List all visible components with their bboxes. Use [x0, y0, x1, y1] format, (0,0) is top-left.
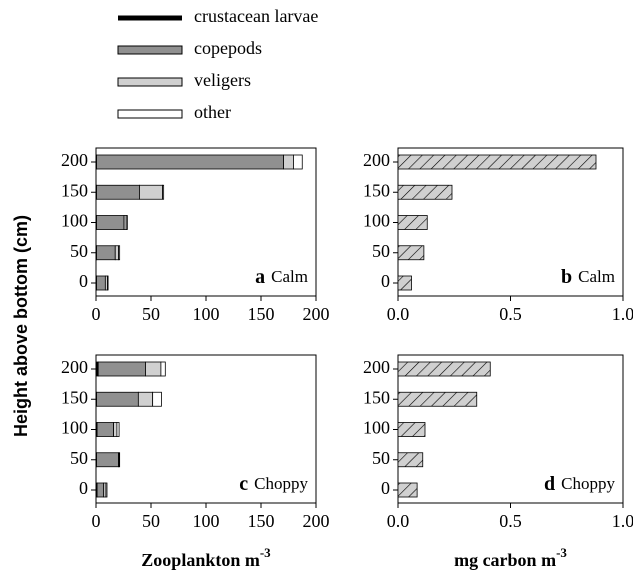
bar-segment: [145, 361, 162, 377]
bar-segment: [105, 482, 108, 498]
panel-condition: Calm: [578, 267, 615, 286]
bar-segment: [125, 215, 128, 230]
bar: [397, 215, 428, 230]
y-tick-label: 200: [61, 357, 88, 377]
y-tick-label: 200: [363, 357, 390, 377]
y-tick-label: 0: [79, 478, 88, 498]
bar-segment: [96, 245, 116, 261]
bar: [397, 452, 424, 468]
y-tick-label: 150: [61, 387, 88, 407]
bar-segment: [118, 452, 121, 468]
panel-letter: c: [239, 473, 248, 495]
x-tick-label: 1.0: [612, 304, 633, 324]
x-tick-label: 0: [92, 511, 101, 531]
y-tick-label: 100: [363, 418, 390, 438]
panel-label: a Calm: [255, 266, 308, 288]
y-tick-label: 150: [363, 387, 390, 407]
x-tick-label: 0.5: [499, 511, 522, 531]
y-tick-label: 50: [70, 241, 88, 261]
y-tick-label: 0: [381, 478, 390, 498]
x-axis-label-exponent: -3: [556, 545, 567, 560]
bar: [397, 422, 426, 437]
panel-label: c Choppy: [239, 473, 308, 495]
legend-swatch: [117, 77, 183, 87]
x-tick-label: 100: [193, 511, 220, 531]
x-tick-label: 0.5: [499, 304, 522, 324]
x-axis-label-exponent: -3: [260, 545, 271, 560]
x-tick-label: 0.0: [387, 304, 410, 324]
y-tick-label: 200: [61, 150, 88, 170]
bar-segment: [160, 361, 166, 377]
y-axis-label: Height above bottom (cm): [11, 215, 31, 437]
bar-segment: [139, 184, 163, 200]
legend-label: veligers: [194, 70, 251, 90]
x-tick-label: 0.0: [387, 511, 410, 531]
y-tick-label: 100: [363, 211, 390, 231]
bar: [397, 275, 412, 291]
legend-swatch: [117, 45, 183, 55]
bar-segment: [96, 275, 106, 291]
bar: [397, 245, 425, 261]
bar-segment: [162, 184, 165, 200]
bar: [397, 154, 597, 170]
legend-swatch: [117, 109, 183, 119]
panel-label: b Calm: [561, 266, 615, 288]
y-tick-label: 50: [372, 448, 390, 468]
bar: [397, 361, 491, 377]
y-tick-label: 150: [61, 180, 88, 200]
bar-segment: [293, 154, 303, 170]
x-tick-label: 50: [142, 304, 160, 324]
y-tick-label: 0: [79, 271, 88, 291]
y-tick-label: 100: [61, 418, 88, 438]
x-axis-label-text: Zooplankton m: [141, 550, 260, 570]
bar: [397, 482, 418, 498]
bar-segment: [96, 452, 119, 468]
bar-segment: [96, 215, 125, 230]
bar-segment: [96, 184, 140, 200]
bar-segment: [116, 422, 120, 437]
y-tick-label: 50: [70, 448, 88, 468]
legend-label: other: [194, 102, 231, 122]
x-tick-label: 200: [303, 304, 330, 324]
y-tick-label: 100: [61, 211, 88, 231]
bar-segment: [107, 275, 109, 291]
x-axis-label: Zooplankton m-3: [141, 545, 271, 570]
x-axis-label: mg carbon m-3: [454, 545, 567, 570]
bar-segment: [97, 361, 146, 377]
bar-segment: [96, 391, 139, 407]
x-tick-label: 150: [248, 511, 275, 531]
bar-segment: [283, 154, 294, 170]
bar-segment: [114, 245, 119, 261]
legend-label: crustacean larvae: [194, 6, 318, 26]
x-tick-label: 50: [142, 511, 160, 531]
bar-segment: [96, 154, 284, 170]
panel-condition: Choppy: [254, 474, 308, 493]
y-tick-label: 150: [363, 180, 390, 200]
x-tick-label: 200: [303, 511, 330, 531]
y-tick-label: 0: [381, 271, 390, 291]
x-tick-label: 1.0: [612, 511, 633, 531]
panel-letter: a: [255, 266, 265, 288]
panel-condition: Choppy: [561, 474, 615, 493]
legend-label: copepods: [194, 38, 262, 58]
y-tick-label: 200: [363, 150, 390, 170]
x-tick-label: 150: [248, 304, 275, 324]
y-tick-label: 50: [372, 241, 390, 261]
bar-segment: [137, 391, 154, 407]
panel-letter: d: [544, 473, 555, 495]
bar-segment: [113, 422, 118, 437]
bar-segment: [96, 482, 105, 498]
bar: [397, 391, 478, 407]
panel-letter: b: [561, 266, 572, 288]
bar-segment: [152, 391, 162, 407]
bar: [397, 184, 453, 200]
panel-condition: Calm: [271, 267, 308, 286]
x-tick-label: 0: [92, 304, 101, 324]
panel-label: d Choppy: [544, 473, 615, 495]
bar-segment: [118, 245, 121, 261]
x-tick-label: 100: [193, 304, 220, 324]
bar-segment: [96, 422, 114, 437]
x-axis-label-text: mg carbon m: [454, 550, 556, 570]
